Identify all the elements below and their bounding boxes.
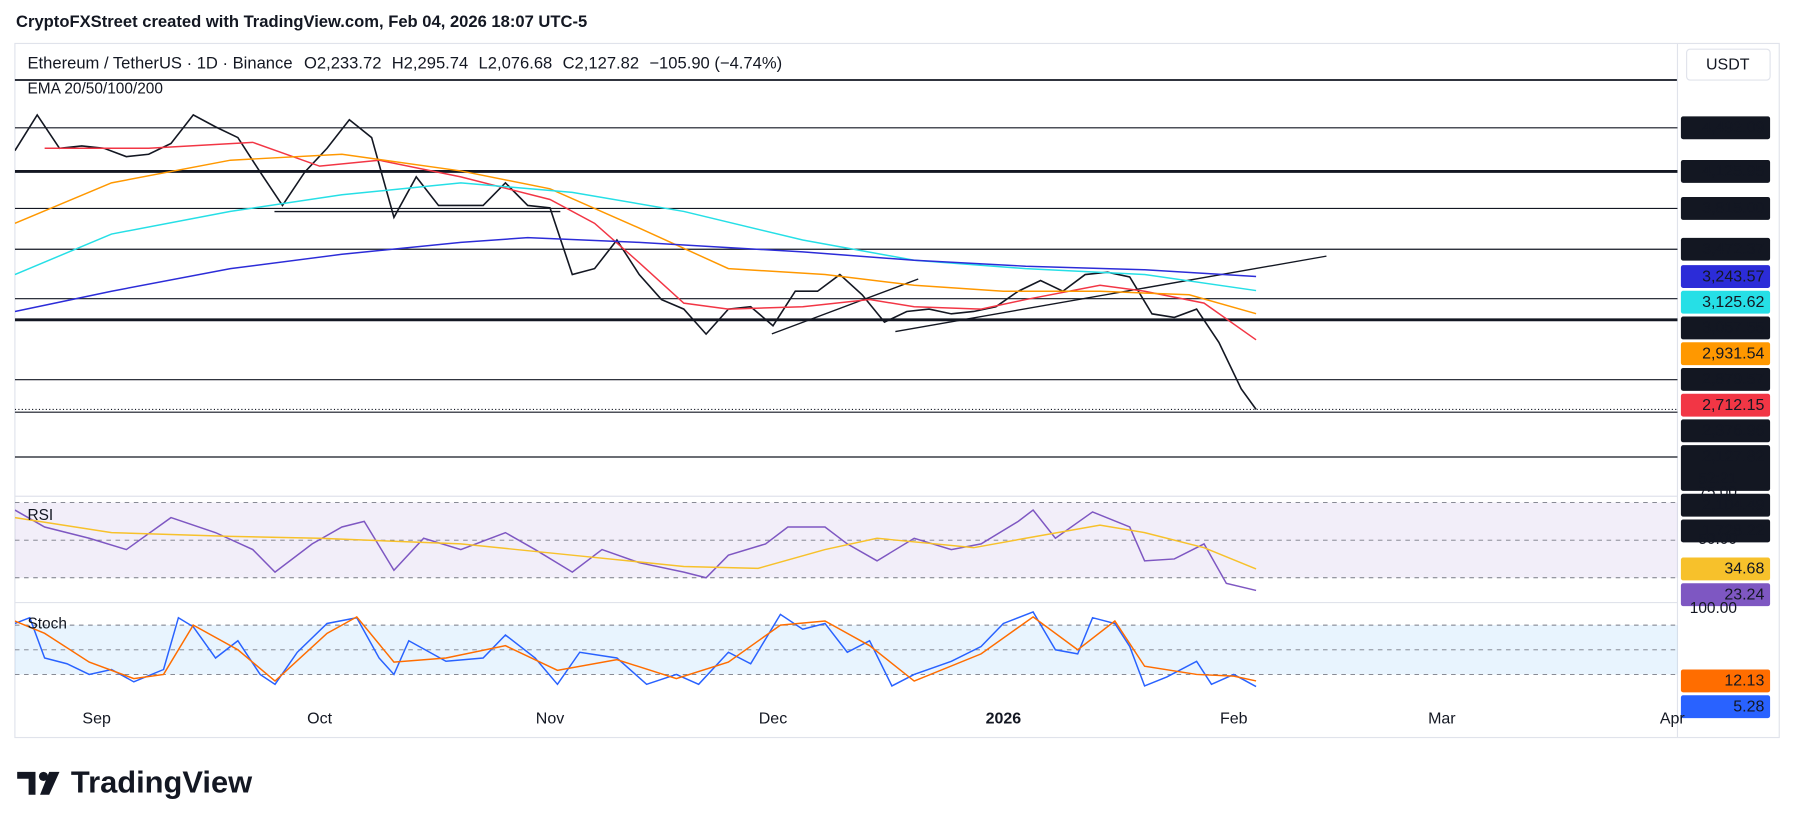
header: CryptoFXStreet created with TradingView.… xyxy=(16,12,587,31)
footer: TradingView xyxy=(71,765,253,800)
value-tag-label: 3,243.57 xyxy=(1702,268,1764,285)
value-tag-label: 2,712.15 xyxy=(1702,397,1764,414)
value-tag-label: 4,125.95 xyxy=(1702,163,1764,180)
ohlc-label: L2,076.68 xyxy=(479,53,553,72)
value-tag-label: 5.28 xyxy=(1733,698,1764,715)
x-tick-label: Feb xyxy=(1220,710,1248,727)
value-tag-label: 2,127.82 xyxy=(1702,448,1764,465)
rsi-pane xyxy=(15,503,1678,591)
value-tag-label: 3,057.55 xyxy=(1702,320,1764,337)
rsi-label: RSI xyxy=(27,507,53,524)
value-tag-label: 4,492.09 xyxy=(1702,120,1764,137)
value-tag-label: 2,376.96 xyxy=(1702,423,1764,440)
y-tick-label: 50.00 xyxy=(1698,531,1737,548)
value-tag-label: 34.68 xyxy=(1724,561,1764,578)
stoch-label: Stoch xyxy=(27,615,66,632)
y-tick-label: 100.00 xyxy=(1690,600,1737,617)
value-tag-label: 2,931.54 xyxy=(1702,345,1764,362)
x-tick-label: Dec xyxy=(759,710,787,727)
value-tag-label: 3,472.37 xyxy=(1702,241,1764,258)
value-tag-label: 2,879.57 xyxy=(1702,371,1764,388)
legend-title: Ethereum / TetherUS · 1D · Binance xyxy=(27,53,292,72)
x-tick-label: 2026 xyxy=(986,710,1022,727)
value-tag-label: 3,815.00 xyxy=(1702,200,1764,217)
x-tick-label: Nov xyxy=(536,710,564,727)
currency[interactable]: USDT xyxy=(1706,56,1750,73)
ohlc-label: C2,127.82 xyxy=(563,53,640,72)
x-tick-label: Mar xyxy=(1428,710,1456,727)
x-tick-label: Sep xyxy=(82,710,111,727)
ohlc-label: O2,233.72 xyxy=(304,53,381,72)
x-tick-label: Apr xyxy=(1660,710,1686,727)
value-tag-label: 12.13 xyxy=(1724,673,1764,690)
ohlc-label: H2,295.74 xyxy=(392,53,469,72)
y-tick-label: 75.00 xyxy=(1698,484,1737,501)
x-tick-label: Oct xyxy=(307,710,332,727)
value-tag-label: 3,125.62 xyxy=(1702,294,1764,311)
ohlc-label: −105.90 (−4.74%) xyxy=(649,53,782,72)
indicator-label: EMA 20/50/100/200 xyxy=(27,80,162,97)
